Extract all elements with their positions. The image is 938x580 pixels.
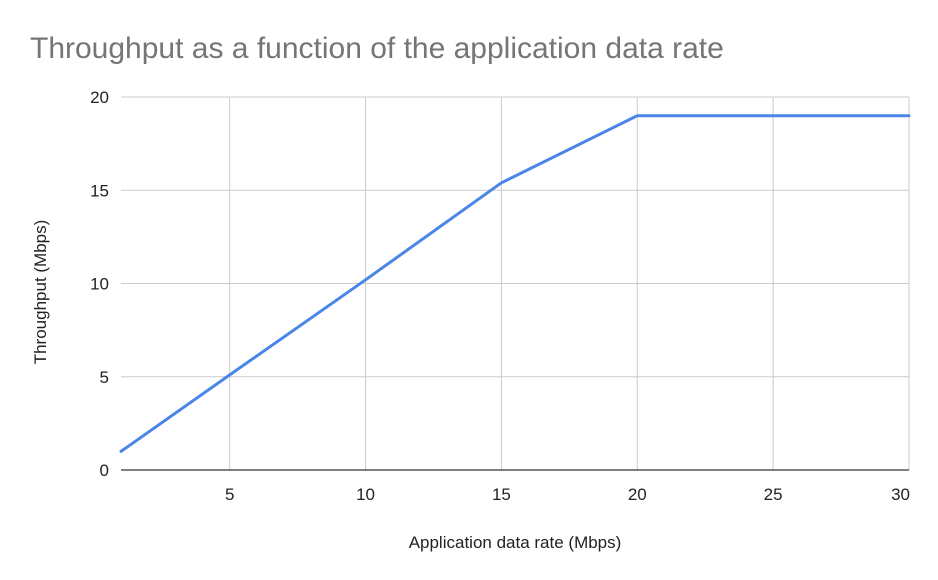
x-tick-labels: 5 10 15 20 25 30 bbox=[225, 485, 910, 504]
series-line bbox=[119, 114, 911, 453]
y-tick-label: 15 bbox=[90, 181, 109, 200]
series-layer bbox=[119, 114, 911, 453]
x-tick-label: 15 bbox=[492, 485, 511, 504]
y-tick-label: 5 bbox=[100, 368, 109, 387]
x-tick-label: 20 bbox=[628, 485, 647, 504]
y-tick-labels: 0 5 10 15 20 bbox=[90, 88, 109, 480]
y-axis-label: Throughput (Mbps) bbox=[31, 220, 50, 365]
x-tick-label: 10 bbox=[356, 485, 375, 504]
chart-title: Throughput as a function of the applicat… bbox=[30, 32, 724, 65]
x-tick-label: 30 bbox=[891, 485, 910, 504]
y-tick-label: 0 bbox=[100, 461, 109, 480]
x-tick-label: 25 bbox=[764, 485, 783, 504]
x-tick-label: 5 bbox=[225, 485, 234, 504]
y-tick-label: 10 bbox=[90, 275, 109, 294]
y-tick-label: 20 bbox=[90, 88, 109, 107]
grid-lines bbox=[121, 96, 910, 470]
x-axis-label: Application data rate (Mbps) bbox=[409, 533, 622, 552]
